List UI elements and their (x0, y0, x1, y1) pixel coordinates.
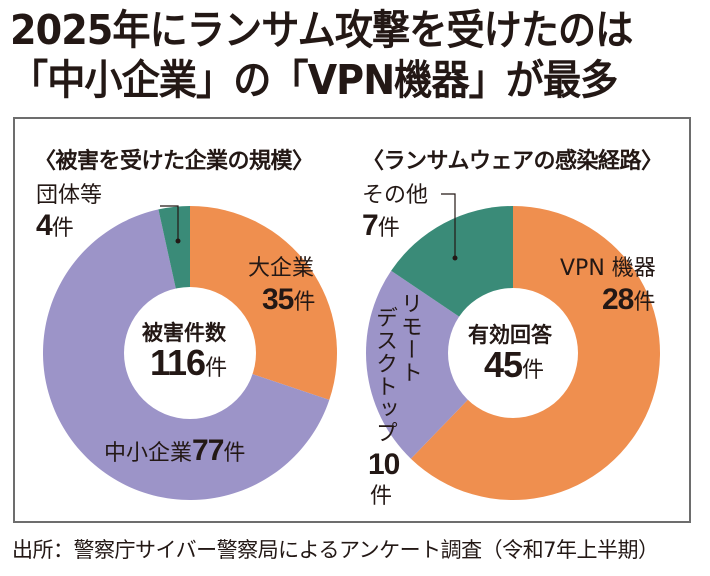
donut-hole (448, 288, 578, 418)
slice-value: 10 (368, 448, 400, 481)
slice-value: 7 (362, 209, 379, 242)
unit: 件 (223, 441, 246, 466)
center-number: 116 (150, 342, 206, 383)
slice-label-remote-value: 10 (368, 450, 400, 481)
slice-value: 28 (602, 283, 634, 316)
slice-label-large-name: 大企業 (248, 256, 315, 281)
headline-line-2: 「中小企業」の「VPN機器」が最多 (10, 56, 618, 104)
donut-company-size (42, 205, 337, 501)
center-label-right: 有効回答 (468, 323, 552, 347)
source-note: 出所：警察庁サイバー警察局によるアンケート調査（令和7年上半期） (12, 538, 659, 562)
center-value-left: 116件 (150, 345, 228, 382)
slice-label-remote-line2: デスクトップ (372, 306, 397, 444)
slice-name: 中小企業 (104, 441, 193, 466)
leader-dot (452, 255, 458, 261)
slice-label-organizations-value: 4件 (36, 211, 74, 242)
center-value-right: 45件 (484, 347, 545, 384)
slice-label-sme: 中小企業77件 (104, 436, 246, 467)
slice-label-other-value: 7件 (362, 211, 400, 242)
slice-value: 4 (36, 209, 53, 242)
slice-label-large-value: 35件 (262, 285, 316, 316)
donut-slice-1 (365, 270, 513, 459)
unit: 件 (377, 216, 400, 241)
unit: 件 (633, 290, 656, 315)
donut-infection-route (365, 193, 660, 500)
donut-hole (124, 287, 256, 419)
chart-title-company-size: 〈被害を受けた企業の規模〉 (34, 148, 314, 174)
chart-title-infection-route: 〈ランサムウェアの感染経路〉 (362, 148, 663, 174)
slice-value: 35 (262, 283, 294, 316)
slice-label-remote-line1: リモート (397, 292, 422, 384)
leader-line (441, 193, 456, 258)
slice-label-vpn-value: 28件 (602, 285, 656, 316)
slice-label-remote-unit: 件 (370, 484, 393, 509)
slice-label-other-name: その他 (362, 183, 429, 208)
chart-frame (13, 117, 691, 523)
center-label-left: 被害件数 (142, 321, 226, 345)
unit: 件 (51, 216, 74, 241)
leader-dot (175, 238, 181, 244)
unit: 件 (293, 290, 316, 315)
slice-label-vpn-name: VPN 機器 (560, 256, 656, 281)
unit: 件 (205, 356, 228, 381)
slice-value: 77 (192, 434, 224, 467)
unit: 件 (522, 358, 545, 383)
leader-line (160, 205, 179, 241)
slice-label-organizations-name: 団体等 (36, 183, 103, 208)
headline-line-1: 2025年にランサム攻撃を受けたのは (10, 6, 633, 54)
center-number: 45 (484, 344, 523, 385)
